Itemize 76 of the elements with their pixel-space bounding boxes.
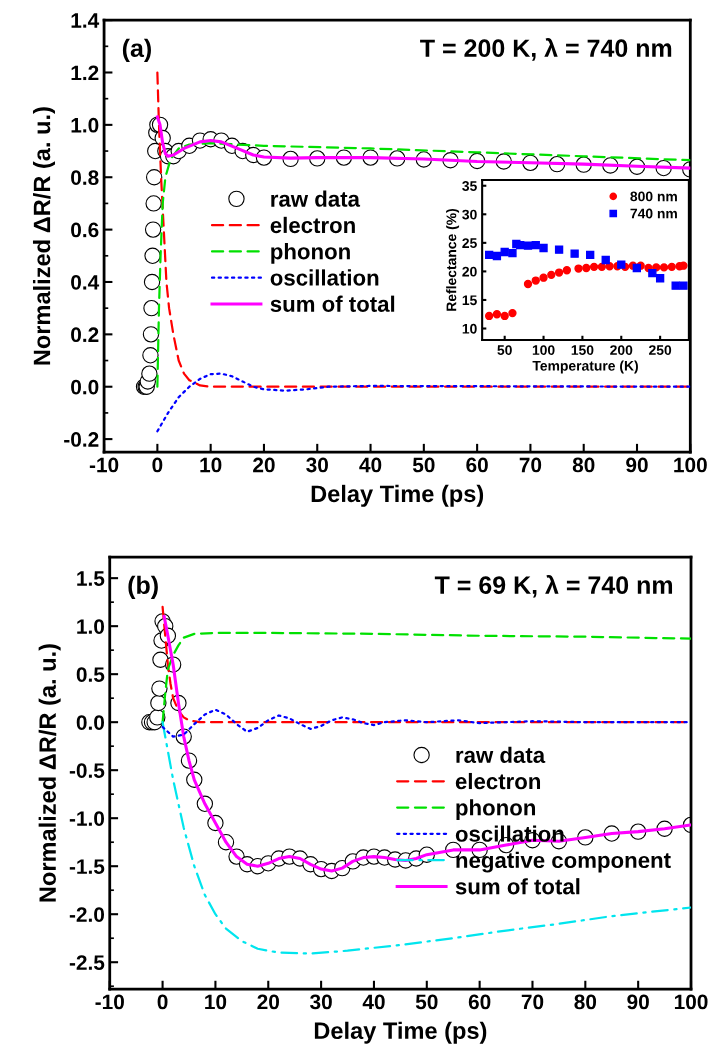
x-tick-label: 100 xyxy=(674,994,708,1010)
x-tick-label: 50 xyxy=(415,994,438,1010)
x-tick-label: -10 xyxy=(95,994,124,1010)
y-tick-label: -0.2 xyxy=(64,432,99,447)
x-tick-label: 90 xyxy=(627,994,649,1010)
x-tick-label: 0 xyxy=(157,994,168,1010)
legend-label: phonon xyxy=(456,799,536,820)
x-tick-label: 100 xyxy=(674,457,707,473)
y-tick-label: 1.0 xyxy=(77,619,105,634)
x-tick-label: 30 xyxy=(306,457,328,473)
y-tick-label: 1.4 xyxy=(71,13,100,28)
x-tick-label: 50 xyxy=(497,345,512,355)
y-tick-label: 15 xyxy=(462,295,477,306)
y-axis-title: Normalized ΔR/R (a. u.) xyxy=(38,644,61,902)
x-tick-label: 20 xyxy=(253,457,275,473)
legend-label: oscillation xyxy=(270,269,379,286)
legend-label: raw data xyxy=(271,190,361,207)
x-tick-label: 10 xyxy=(200,457,222,473)
x-tick-label: 20 xyxy=(257,994,279,1010)
x-tick-label: 0 xyxy=(152,457,163,473)
y-tick-label: 0.4 xyxy=(71,274,100,290)
legend-label: negative component xyxy=(456,851,671,873)
legend-label: 800 nm xyxy=(630,191,677,202)
x-tick-label: 150 xyxy=(571,345,594,355)
y-tick-label: -0.5 xyxy=(69,763,105,778)
annotation: T = 200 K, λ = 740 nm xyxy=(420,38,672,61)
y-tick-label: -2.5 xyxy=(69,955,105,970)
x-axis-title: Delay Time (ps) xyxy=(314,1021,487,1044)
x-tick-label: 60 xyxy=(468,994,491,1010)
y-tick-label: 0.0 xyxy=(71,379,99,395)
x-tick-label: 40 xyxy=(362,994,385,1010)
x-tick-label: 250 xyxy=(649,345,672,355)
y-tick-label: 30 xyxy=(462,209,477,220)
legend-label: sum of total xyxy=(455,878,580,895)
annotation: (a) xyxy=(122,38,151,63)
legend-label: electron xyxy=(455,772,541,790)
x-tick-label: 200 xyxy=(610,345,633,355)
y-tick-label: -1.0 xyxy=(69,811,105,826)
x-tick-label: 80 xyxy=(572,457,595,473)
x-tick-label: -10 xyxy=(89,457,119,473)
x-tick-label: 40 xyxy=(359,457,382,473)
annotation: (b) xyxy=(128,575,158,599)
legend-label: oscillation xyxy=(455,825,564,842)
x-tick-label: 30 xyxy=(310,994,332,1010)
y-axis-title: Reflectance (%) xyxy=(446,208,460,311)
y-tick-label: 1.2 xyxy=(71,65,99,81)
x-axis-title: Delay Time (ps) xyxy=(311,484,484,507)
legend-label: phonon xyxy=(271,243,350,264)
y-tick-label: 20 xyxy=(462,266,477,277)
x-tick-label: 90 xyxy=(626,457,648,473)
x-tick-label: 60 xyxy=(466,457,488,473)
y-tick-label: 35 xyxy=(462,181,477,191)
y-tick-label: 0.5 xyxy=(76,667,105,682)
annotation: T = 69 K, λ = 740 nm xyxy=(434,574,673,598)
y-tick-label: -1.5 xyxy=(69,859,105,874)
y-tick-label: 0.2 xyxy=(71,327,99,343)
y-tick-label: 0.8 xyxy=(71,170,99,185)
legend-label: sum of total xyxy=(270,295,395,312)
y-tick-label: 25 xyxy=(462,238,477,249)
legend-label: electron xyxy=(270,216,355,234)
x-tick-label: 10 xyxy=(205,994,227,1010)
y-tick-label: 1.5 xyxy=(77,571,105,586)
x-axis-title: Temperature (K) xyxy=(532,360,638,374)
y-tick-label: 0.6 xyxy=(71,222,99,238)
x-tick-label: 80 xyxy=(574,994,597,1010)
y-tick-label: -2.0 xyxy=(69,907,105,922)
legend-label: 740 nm xyxy=(630,208,677,219)
y-tick-label: 1.0 xyxy=(71,117,99,133)
x-tick-label: 100 xyxy=(532,345,555,355)
x-tick-label: 70 xyxy=(519,457,542,473)
x-tick-label: 50 xyxy=(412,457,435,473)
y-tick-label: 10 xyxy=(462,323,477,334)
y-tick-label: 0.0 xyxy=(76,715,105,730)
x-tick-label: 70 xyxy=(521,994,544,1010)
y-axis-title: Normalized ΔR/R (a. u.) xyxy=(32,107,55,365)
legend-label: raw data xyxy=(456,746,546,763)
